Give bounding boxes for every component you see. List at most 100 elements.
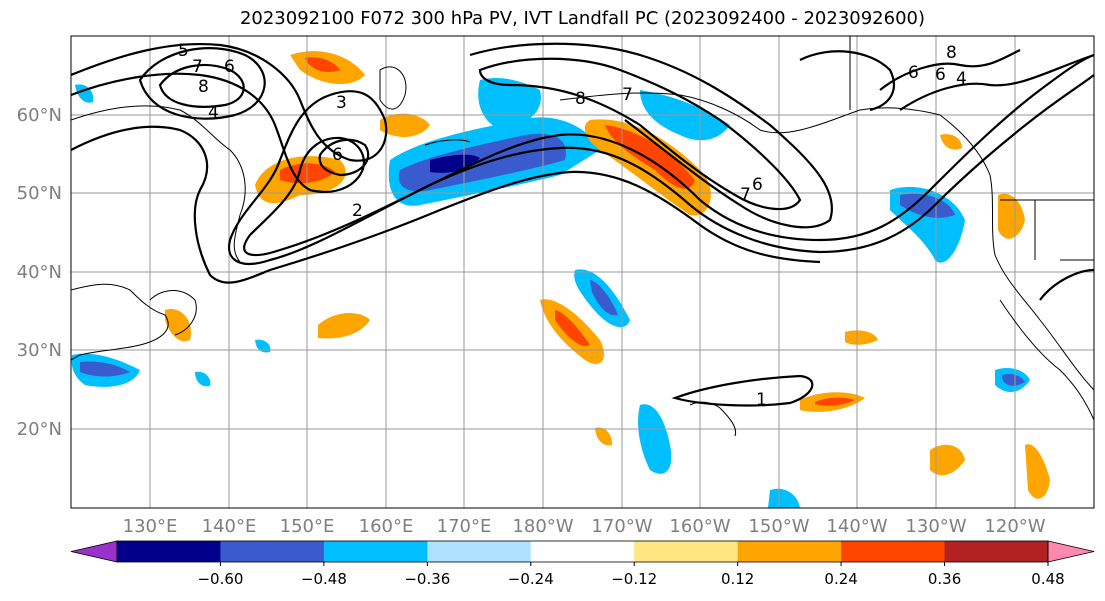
lon-label: 160°E	[359, 516, 414, 537]
colorbar-segment	[220, 541, 325, 562]
lat-label: 20°N	[17, 419, 62, 440]
graticule	[71, 36, 1094, 508]
contour-label: 7	[622, 85, 633, 105]
ivt-positive-patch	[940, 134, 962, 150]
pv-contour-line	[899, 53, 1094, 111]
longitude-labels: 130°E 140°E 150°E 160°E 170°E 180°W 170°…	[123, 516, 1046, 537]
colorbar-segment	[944, 541, 1049, 562]
lon-label: 120°W	[984, 516, 1045, 537]
ivt-negative-patch	[590, 280, 618, 316]
colorbar-tick-label: −0.60	[197, 570, 243, 588]
lon-label: 150°E	[280, 516, 335, 537]
ivt-positive-patch	[605, 125, 695, 189]
ivt-positive-patch	[815, 397, 855, 406]
pv-contour-line	[138, 47, 266, 120]
pv-contour-line	[478, 57, 802, 211]
ivt-positive-patch	[165, 309, 191, 342]
contour-label: 6	[224, 57, 235, 77]
colorbar-tick-label: −0.12	[611, 570, 657, 588]
lon-label: 130°E	[123, 516, 178, 537]
ivt-negative-patch	[1002, 373, 1025, 386]
ivt-negative-patch	[768, 488, 800, 508]
pv-contour-line	[71, 42, 1094, 265]
ivt-negative-patch	[80, 361, 130, 377]
contour-label: 7	[192, 57, 203, 77]
ivt-negative-patch	[398, 133, 566, 192]
pv-contour-line	[71, 125, 821, 284]
lon-label: 140°E	[202, 516, 257, 537]
contour-label: 6	[332, 145, 343, 165]
ivt-positive-patch	[845, 330, 878, 345]
contour-label: 1	[756, 390, 767, 410]
lon-label: 160°W	[669, 516, 730, 537]
pv-contours	[71, 42, 1094, 407]
ivt-positive-patch	[555, 310, 590, 346]
coastlines	[71, 36, 1094, 437]
colorbar-segment	[323, 541, 428, 562]
lat-label: 60°N	[17, 105, 62, 126]
contour-label: 4	[208, 103, 219, 123]
ivt-negative-patch	[478, 78, 541, 130]
pv-contour-line	[71, 72, 1094, 257]
colorbar-segment	[737, 541, 842, 562]
contour-label: 5	[178, 41, 189, 61]
ivt-negative-patch	[255, 339, 271, 353]
contour-label: 6	[752, 175, 763, 195]
contour-label: 4	[956, 69, 967, 89]
ivt-positive-patch	[1025, 444, 1050, 499]
ivt-positive-patch	[998, 193, 1025, 239]
ivt-negative-patch	[430, 154, 480, 173]
ivt-positive-patch	[318, 313, 370, 339]
ivt-positive-patch	[305, 57, 340, 72]
lat-label: 50°N	[17, 183, 62, 204]
colorbar-segment	[427, 541, 532, 562]
contour-label: 6	[908, 63, 919, 83]
contour-label: 7	[740, 185, 751, 205]
colorbar-segment	[117, 541, 221, 562]
colorbar-tick-label: 0.24	[824, 570, 857, 588]
pv-contour-line	[799, 50, 896, 112]
colorbar-border	[116, 540, 1049, 563]
colorbar-tick-label: −0.36	[404, 570, 450, 588]
ivt-negative-patch	[195, 371, 211, 387]
pv-contour-line	[879, 49, 1021, 91]
contour-label: 6	[935, 65, 946, 85]
pv-contour-line	[158, 63, 245, 108]
lon-label: 180°W	[512, 516, 573, 537]
lon-label: 150°W	[748, 516, 809, 537]
lon-label: 130°W	[905, 516, 966, 537]
pv-contour-line	[671, 374, 814, 407]
colorbar-tick-label: 0.36	[928, 570, 961, 588]
contour-label: 8	[946, 43, 957, 63]
ivt-negative-patch	[900, 193, 955, 218]
ivt-positive-patch	[595, 427, 613, 446]
colorbar-tick-label: −0.48	[301, 570, 347, 588]
map-frame	[70, 35, 1095, 509]
contour-label: 3	[336, 93, 347, 113]
colorbar-extend-low	[70, 540, 118, 563]
ivt-positive-patch	[930, 444, 965, 476]
colorbar-segment	[530, 541, 635, 562]
colorbar-tick-label: 0.48	[1031, 570, 1064, 588]
colorbar-segment	[841, 541, 946, 562]
colorbar-tick-label: 0.12	[721, 570, 754, 588]
chart-title: 2023092100 F072 300 hPa PV, IVT Landfall…	[239, 8, 926, 29]
colorbar-tick-label: −0.24	[508, 570, 554, 588]
pv-contour-line	[469, 42, 833, 229]
lat-label: 40°N	[17, 262, 62, 283]
ivt-positive-patch	[380, 113, 430, 137]
colorbar-segment	[634, 541, 739, 562]
contour-label-group: 5 7 6 8 4 3 2 6 7 8 6 7 6 8 6 4 1	[178, 41, 967, 410]
pv-contour-line	[318, 138, 370, 177]
lon-label: 170°W	[591, 516, 652, 537]
ivt-negative-patch	[638, 404, 672, 474]
lon-label: 140°W	[826, 516, 887, 537]
colorbar: −0.60 −0.48 −0.36 −0.24 −0.12 0.12 0.24 0.36 0.4…	[70, 540, 1095, 588]
latitude-labels: 60°N 50°N 40°N 30°N 20°N	[17, 105, 62, 440]
contour-label: 8	[198, 77, 209, 97]
contour-label: 2	[352, 201, 363, 221]
pv-contour-line	[1039, 268, 1094, 301]
contour-label: 8	[575, 89, 586, 109]
lon-label: 170°E	[437, 516, 492, 537]
